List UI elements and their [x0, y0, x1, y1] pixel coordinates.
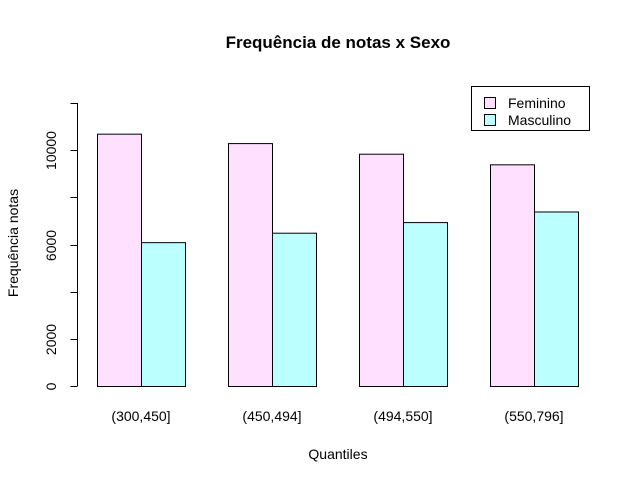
x-tick-label: (300,450] [111, 408, 170, 424]
y-tick-label: 10000 [43, 131, 59, 170]
bar-feminino-1 [97, 133, 142, 387]
x-tick-label: (550,796] [504, 408, 563, 424]
bar-feminino-3 [359, 153, 404, 387]
bar-feminino-4 [490, 164, 535, 387]
y-tick-label: 0 [43, 382, 59, 390]
x-tick-labels: (300,450] (450,494] (494,550] (550,796] [111, 408, 563, 424]
legend-swatch-masculino [484, 114, 496, 126]
legend-label-masculino: Masculino [508, 112, 571, 128]
x-tick-label: (494,550] [373, 408, 432, 424]
y-tick-label: 2000 [43, 324, 59, 355]
bar-masculino-3 [403, 222, 448, 387]
y-tick-label: 6000 [43, 230, 59, 261]
bar-masculino-1 [141, 242, 186, 387]
bar-feminino-2 [228, 143, 273, 387]
legend-swatch-feminino [484, 97, 496, 109]
y-axis-label: Frequência notas [5, 189, 21, 297]
bar-masculino-4 [534, 211, 579, 387]
y-axis: 0 2000 6000 10000 [43, 103, 78, 390]
bar-masculino-2 [272, 232, 317, 387]
chart-title: Frequência de notas x Sexo [226, 33, 451, 52]
x-tick-label: (450,494] [242, 408, 301, 424]
bars-group [97, 133, 579, 387]
legend-label-feminino: Feminino [508, 95, 566, 111]
x-axis-label: Quantiles [308, 446, 367, 462]
